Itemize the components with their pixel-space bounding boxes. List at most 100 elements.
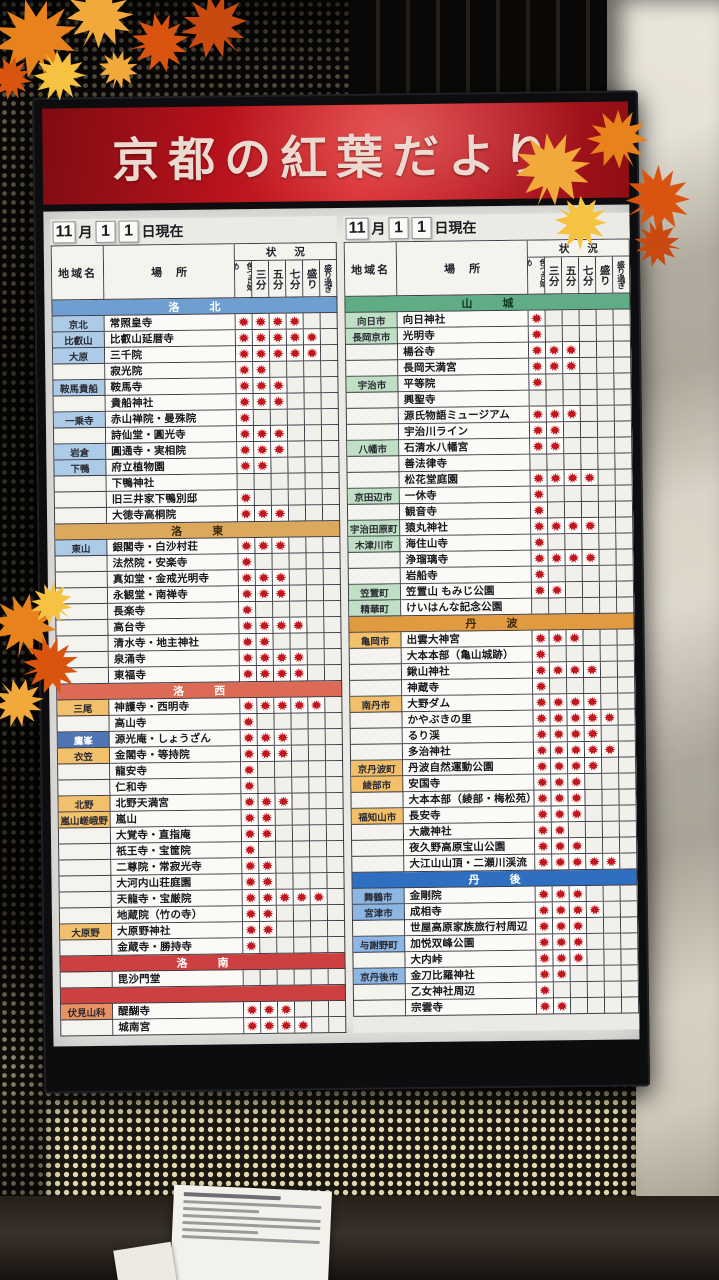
maple-leaf-icon <box>242 668 254 680</box>
stage-cell <box>570 918 588 935</box>
stage-cell <box>322 505 341 522</box>
place-cell: 海住山寺 <box>400 534 532 553</box>
stage-cell <box>618 693 636 710</box>
stage-cell <box>295 1001 313 1018</box>
stage-cell <box>294 969 312 986</box>
stage-cell <box>567 710 585 727</box>
place-cell: 鞍馬寺 <box>105 378 237 396</box>
stage-cell <box>252 345 271 363</box>
stage-cell <box>261 1017 279 1035</box>
table-row: 源氏物語ミュージアム <box>346 405 632 425</box>
place-cell: 長岡天満宮 <box>398 358 530 377</box>
place-cell: 光明寺 <box>397 326 529 345</box>
maple-leaf-icon <box>533 472 545 484</box>
stage-cell <box>290 665 309 682</box>
region-cell <box>345 344 399 361</box>
stage-cell <box>326 760 344 778</box>
table-row: 多治神社 <box>350 741 637 761</box>
table-row: 比叡山 比叡山延暦寺 <box>52 329 338 349</box>
stage-cell <box>581 501 600 519</box>
stage-cell <box>311 969 329 986</box>
stage-cell <box>568 822 587 839</box>
panel-left: 11 月 1 1 日現在 地域名 場所 状況 色づき始め 三分 五分 七分 盛り 盛り過ぎ 洛北 京北 常照皇寺… <box>50 216 347 1037</box>
stage-cell <box>550 694 568 711</box>
maple-leaf-icon <box>272 379 284 391</box>
stage-cell <box>585 821 604 839</box>
stage-cell <box>618 725 636 742</box>
stage-cell <box>260 969 278 987</box>
stage-cell <box>242 874 260 891</box>
maple-leaf-icon <box>554 840 566 852</box>
maple-leaf-icon <box>554 856 566 868</box>
stage-cell <box>288 457 306 474</box>
table-row: 八幡市 石清水八幡宮 <box>347 437 633 457</box>
place-cell: 龍安寺 <box>110 762 242 780</box>
stage-cell <box>321 393 339 410</box>
region-cell <box>349 648 402 665</box>
place-cell: 向日神社 <box>397 310 529 329</box>
place-cell: 旧三井家下鴨別邸 <box>106 490 238 508</box>
table-row: 夜久野高原宝山公園 <box>352 837 638 857</box>
stage-cell <box>528 310 546 327</box>
maple-leaf-icon <box>568 552 580 564</box>
maple-leaf-icon <box>569 696 581 708</box>
stage-cell <box>242 906 261 923</box>
place-column-header: 場所 <box>103 244 236 300</box>
maple-leaf-icon <box>260 731 272 743</box>
table-row: 龍安寺 <box>58 760 344 781</box>
maple-leaf-icon <box>293 667 305 679</box>
region-cell: 三尾 <box>57 699 110 717</box>
maple-leaf-icon <box>538 936 550 948</box>
stage-cell <box>548 582 567 599</box>
stage-cell <box>579 325 597 343</box>
maple-leaf-icon <box>553 760 565 772</box>
maple-leaf-icon <box>242 700 254 712</box>
table-row: 宮津市 成相寺 <box>352 901 638 921</box>
maple-leaf-icon <box>587 711 599 723</box>
table-row: 舞鶴市 金剛院 <box>352 885 638 905</box>
date-month-card: 11 <box>52 221 76 244</box>
stage-cell <box>615 485 633 502</box>
stage-cell <box>326 824 345 842</box>
table-row: 嵐山嵯峨野 嵐山 <box>58 808 344 829</box>
stage-cell <box>584 741 603 759</box>
stage-cell <box>311 921 329 938</box>
stage-cell <box>257 745 276 763</box>
maple-leaf-icon <box>257 507 269 519</box>
maple-leaf-icon <box>570 744 582 756</box>
stage-cell <box>621 997 640 1014</box>
stage-cell <box>614 405 632 422</box>
region-cell <box>351 792 404 809</box>
region-cell <box>347 456 400 473</box>
stage-cell <box>241 810 259 827</box>
region-cell <box>60 971 113 989</box>
stage-cell <box>553 966 571 983</box>
stage-cell <box>533 694 551 711</box>
table-row: 乙女神社周辺 <box>353 981 639 1001</box>
maple-leaf-icon <box>534 568 546 580</box>
stage-cell <box>599 517 617 534</box>
stage-cell <box>289 537 307 554</box>
maple-leaf-icon <box>313 891 325 903</box>
stage-cell <box>256 649 274 667</box>
stage-cell <box>602 821 621 838</box>
stage-cell <box>582 565 600 583</box>
maple-leaf-icon <box>536 776 548 788</box>
stage-cell <box>293 857 311 874</box>
maple-leaf-icon <box>255 331 267 343</box>
maple-leaf-icon <box>551 584 563 596</box>
table-row: 神蔵寺 <box>350 677 636 697</box>
maple-leaf-icon <box>241 572 253 584</box>
stage-cell <box>536 982 554 999</box>
stage-cell <box>320 313 338 330</box>
region-cell <box>56 603 109 621</box>
table-row: 大本本部（綾部・梅松苑） <box>351 789 637 809</box>
stage-cell <box>568 790 586 807</box>
maple-leaf-icon <box>261 859 273 871</box>
stage-cell <box>243 922 261 939</box>
maple-leaf-icon <box>255 363 267 375</box>
stage-cell <box>326 792 344 810</box>
stage-cell <box>287 393 305 410</box>
place-cell: 丹波自然運動公園 <box>403 758 535 777</box>
maple-leaf-icon <box>554 792 566 804</box>
